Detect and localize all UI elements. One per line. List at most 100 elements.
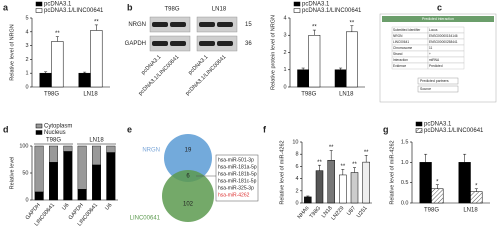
error-bar <box>353 167 356 173</box>
venn-set <box>162 170 214 222</box>
x-tick-label: U251 <box>356 205 369 219</box>
table-cell <box>427 44 465 52</box>
y-tick-label: 1.5 <box>401 139 409 145</box>
blot-row: GAPDH <box>125 41 146 47</box>
error-bar <box>435 184 439 189</box>
x-tick-label: LN229 <box>330 205 345 221</box>
bar-segment <box>91 145 101 166</box>
legend-swatch <box>35 1 43 7</box>
mirna: hsa-miR-181c-5p <box>218 178 257 184</box>
group-label: T98G <box>46 138 61 144</box>
bar <box>327 160 335 204</box>
x-tick-label: NHAs <box>297 205 311 220</box>
y-tick-label: 1 <box>283 67 286 73</box>
error-bar <box>318 164 321 171</box>
bar <box>90 30 103 88</box>
table-text: Strand <box>393 52 403 56</box>
legend-label: pcDNA3.1 <box>424 122 452 128</box>
bar <box>419 162 432 204</box>
venn-set <box>164 134 212 182</box>
venn-name: NRGN <box>142 148 160 154</box>
bar <box>78 72 91 88</box>
table-text: + <box>429 52 431 56</box>
error-bar <box>55 36 59 42</box>
y-tick-label: 1.0 <box>401 160 409 166</box>
footer-text: Predicted partners <box>420 79 449 83</box>
footer-box <box>417 85 459 93</box>
blot-band <box>152 22 168 27</box>
error-bar <box>339 67 343 70</box>
significance: * <box>436 179 439 185</box>
x-tick-label: LN18 <box>83 92 98 98</box>
blot-band <box>217 22 233 27</box>
y-axis-label: Relative level of miR-4262 <box>389 140 395 204</box>
y-tick-label: 5 <box>25 15 28 21</box>
y-tick-label: 4 <box>25 29 28 35</box>
table-text: Locus <box>429 28 438 32</box>
legend-label: Cytoplasm <box>44 124 72 130</box>
y-axis-label: Relative level <box>9 157 15 190</box>
venn-list-box <box>215 154 259 202</box>
blot-band <box>199 41 215 46</box>
legend-swatch <box>35 130 43 135</box>
x-tick-label: T98G <box>44 92 59 98</box>
significance: ** <box>55 31 60 37</box>
legend-swatch <box>415 128 423 133</box>
y-tick-label: 0 <box>25 197 28 203</box>
error-bar <box>306 195 310 197</box>
legend-swatch <box>293 8 301 13</box>
cell-line: LN18 <box>212 7 227 13</box>
y-axis-label: Relative level of NRGN <box>9 24 15 81</box>
bar <box>470 191 483 204</box>
error-bar <box>312 29 316 36</box>
x-tick-label: T98G <box>301 92 316 98</box>
table-text: Submitted identifier <box>393 28 421 32</box>
y-axis-label: Relative level of miR-4262 <box>279 140 285 204</box>
table-text: Chromosome <box>393 46 412 50</box>
table-text: Predicted <box>429 64 443 68</box>
panel-label: d <box>3 124 9 134</box>
panel-label: e <box>127 124 132 134</box>
bar-segment <box>34 191 44 201</box>
y-tick-label: 3 <box>25 43 28 49</box>
venn-count: 102 <box>183 202 194 208</box>
bar <box>308 35 321 88</box>
y-tick-label: 8 <box>295 152 298 158</box>
error-bar <box>301 67 305 70</box>
significance: ** <box>312 25 317 31</box>
table-text: Evidence <box>393 64 406 68</box>
x-tick-label: U87 <box>346 205 357 217</box>
blot-row: NRGN <box>128 22 146 28</box>
table-text: NRGN <box>393 34 403 38</box>
table-text: ENSG00000154146 <box>429 34 458 38</box>
y-tick-label: 4 <box>283 15 286 21</box>
x-tick-label: T98G <box>424 208 439 214</box>
error-bar <box>44 71 48 74</box>
error-bar <box>83 71 87 74</box>
legend-label: pcDNA3.1/LINC00641 <box>424 128 484 134</box>
error-bar <box>329 150 333 161</box>
bar <box>315 170 324 204</box>
table-cell <box>427 50 465 58</box>
blot-band <box>170 41 186 46</box>
error-bar <box>94 24 98 31</box>
blot-kda: 36 <box>245 41 252 47</box>
bar-segment <box>77 188 87 201</box>
y-tick-label: 2 <box>25 57 28 63</box>
legend-label: Nucleus <box>44 130 66 136</box>
error-bar <box>474 188 478 192</box>
bar <box>51 41 64 88</box>
error-bar <box>364 155 368 163</box>
bar-segment <box>34 145 44 193</box>
venn-count: 19 <box>185 148 192 154</box>
significance: ** <box>329 145 334 151</box>
cell-line: T98G <box>164 7 179 13</box>
bar <box>362 161 370 204</box>
y-tick-label: 1 <box>25 71 28 77</box>
y-tick-label: 50 <box>22 170 28 176</box>
significance: ** <box>350 20 355 26</box>
table-text: ENSG00000258441 <box>429 40 458 44</box>
footer-text: Source <box>420 87 431 91</box>
y-tick-label: 0.5 <box>401 180 409 186</box>
blot-band <box>217 41 233 46</box>
